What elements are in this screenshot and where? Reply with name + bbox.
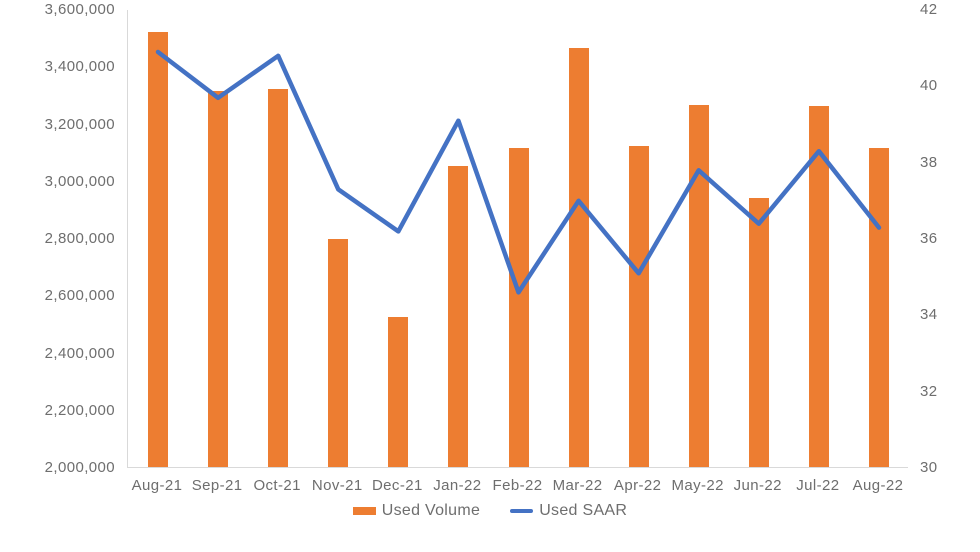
x-axis-label-feb-22: Feb-22 [492, 477, 543, 494]
left-axis-tick: 2,600,000 [44, 287, 115, 305]
bar-jul-22 [808, 106, 829, 467]
legend: Used Volume Used SAAR [0, 502, 980, 520]
right-axis-tick: 36 [920, 230, 938, 247]
legend-label: Used SAAR [539, 502, 628, 519]
line-swatch-icon [510, 509, 534, 513]
right-axis-tick: 30 [920, 459, 938, 476]
x-axis-label-aug-22: Aug-22 [852, 477, 904, 494]
bar-aug-21 [148, 31, 169, 467]
x-axis-label-jun-22: Jun-22 [733, 477, 782, 494]
x-axis-label-jan-22: Jan-22 [433, 477, 482, 494]
legend-item-used-volume: Used Volume [352, 502, 481, 520]
x-axis-label-may-22: May-22 [671, 477, 724, 494]
left-axis-tick: 3,200,000 [44, 115, 115, 133]
left-axis-tick: 2,000,000 [44, 459, 115, 476]
x-axis-label-apr-22: Apr-22 [613, 477, 662, 494]
left-axis-tick: 2,800,000 [44, 230, 115, 247]
bar-jan-22 [448, 166, 469, 467]
bar-feb-22 [508, 147, 529, 467]
bar-may-22 [688, 104, 709, 467]
left-axis-tick: 3,400,000 [44, 58, 115, 76]
left-axis-tick: 3,000,000 [44, 172, 115, 190]
bar-mar-22 [568, 47, 589, 467]
x-axis-label-dec-21: Dec-21 [371, 477, 423, 494]
x-axis-label-sep-21: Sep-21 [191, 477, 243, 494]
right-axis-tick: 32 [920, 382, 938, 400]
plot-area [127, 10, 908, 468]
bar-jun-22 [748, 197, 769, 467]
right-axis-tick: 34 [920, 306, 938, 324]
x-axis-label-oct-21: Oct-21 [253, 477, 301, 494]
x-axis-label-aug-21: Aug-21 [131, 477, 183, 494]
bar-oct-21 [268, 89, 289, 467]
left-axis-tick: 2,400,000 [44, 344, 115, 362]
right-axis-tick: 40 [920, 77, 938, 95]
x-axis-label-nov-21: Nov-21 [311, 477, 363, 494]
right-axis-tick: 42 [920, 1, 938, 18]
right-axis-tick: 38 [920, 153, 938, 171]
left-axis-tick: 2,200,000 [44, 401, 115, 419]
bar-apr-22 [628, 146, 649, 467]
legend-label: Used Volume [381, 502, 481, 519]
legend-item-used-saar: Used SAAR [510, 502, 627, 520]
bar-aug-22 [868, 147, 889, 467]
x-axis-label-jul-22: Jul-22 [796, 477, 840, 494]
bar-dec-21 [388, 316, 409, 467]
bar-sep-21 [208, 90, 229, 467]
left-axis-tick: 3,600,000 [44, 1, 115, 18]
bar-nov-21 [328, 239, 349, 467]
bar-swatch-icon [352, 507, 376, 515]
x-axis-label-mar-22: Mar-22 [552, 477, 603, 494]
